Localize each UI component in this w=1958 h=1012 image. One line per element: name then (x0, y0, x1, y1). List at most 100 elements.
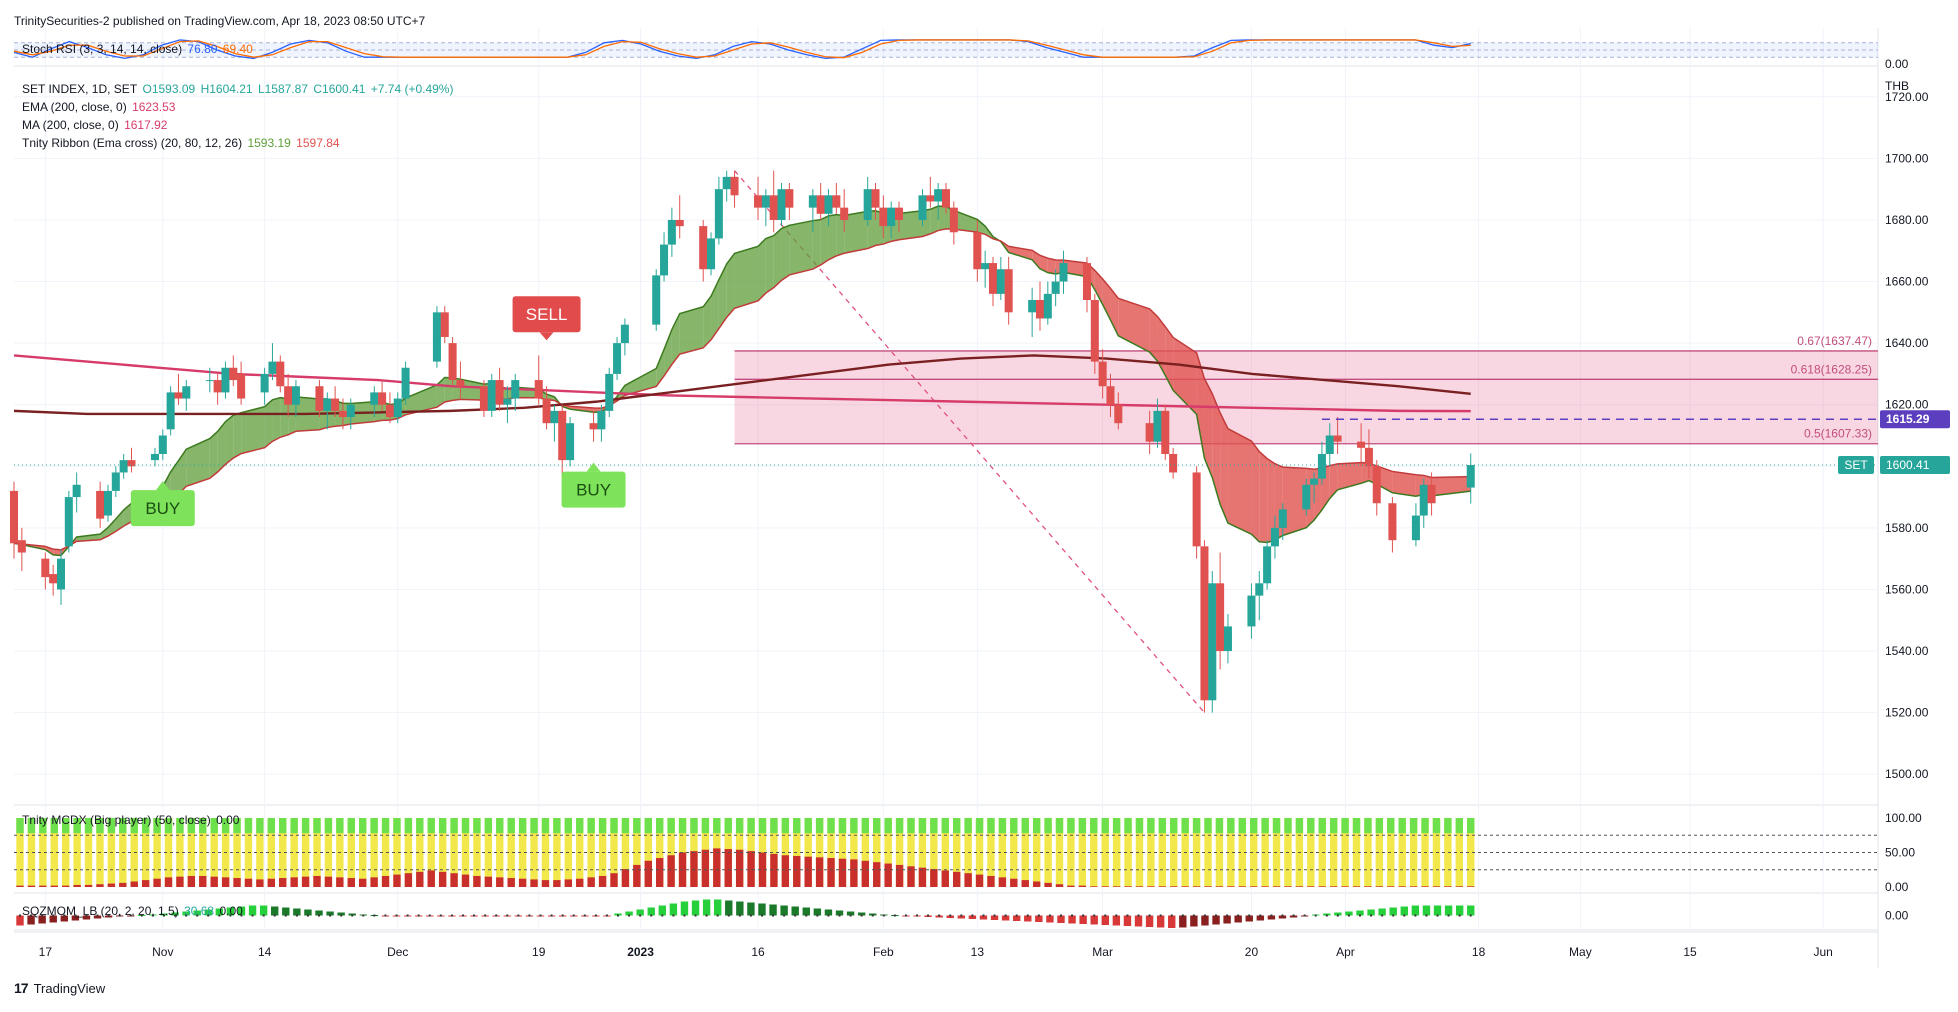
mcdx-bar-yellow (381, 818, 390, 887)
overlay-labels: 0.67(1637.47) 0.618(1628.25) 0.5(1607.33) 1… (130, 296, 1950, 527)
sqz-bar (1145, 915, 1154, 927)
sqz-dot (1392, 914, 1395, 917)
sqz-dot (1237, 914, 1240, 917)
mcdx-bar-red (655, 858, 664, 887)
price-axis-label: 1620.00 (1885, 398, 1929, 412)
mcdx-bar-green (347, 818, 355, 834)
price-axis-label: 1520.00 (1885, 706, 1929, 720)
candle-body (1145, 423, 1154, 442)
sqz-bar (326, 911, 334, 916)
candle-body (1223, 626, 1232, 652)
sqz-dot (484, 914, 487, 917)
candle-body (1169, 453, 1178, 473)
sqz-dot (1203, 914, 1206, 917)
sqz-dot (971, 914, 974, 917)
ribbon-segment (53, 549, 61, 556)
mcdx-bar-yellow (895, 818, 904, 887)
mcdx-bar-red (781, 855, 790, 887)
mcdx-bar-red (267, 878, 276, 887)
sqz-bar (1267, 915, 1276, 920)
mcdx-bar-red (1181, 886, 1189, 887)
candle-body (479, 386, 488, 411)
ribbon-segment (1267, 458, 1275, 543)
mcdx-bar-red (427, 870, 435, 887)
sqz-dot (107, 914, 110, 917)
ribbon-segment (1329, 463, 1338, 499)
mcdx-bar-green (758, 818, 767, 834)
mcdx-bar-green (941, 818, 949, 834)
stoch-rsi-pane (13, 39, 1878, 60)
sqz-dot (41, 914, 44, 917)
sqz-bar (780, 905, 788, 916)
mcdx-bar-green (655, 818, 664, 834)
mcdx-bar-green (221, 818, 230, 834)
ribbon-segment (711, 279, 719, 340)
sqz-dot (860, 914, 863, 917)
mcdx-bar-yellow (61, 818, 70, 887)
mcdx-bar-yellow (781, 818, 790, 887)
mcdx-bar-red (1318, 886, 1326, 887)
sqz-dot (1325, 914, 1328, 917)
mcdx-bar-green (998, 818, 1007, 834)
sqz-dot (1181, 914, 1184, 917)
mcdx-bar-red (244, 878, 253, 887)
mcdx-bar-red (1055, 884, 1064, 887)
ema-legend-value: 1623.53 (132, 100, 176, 114)
mcdx-bar-red (907, 866, 915, 887)
candle-body (96, 490, 105, 519)
sqz-dot (550, 914, 553, 917)
time-axis-label: 2023 (627, 945, 654, 959)
mcdx-bar-yellow (1444, 818, 1452, 887)
mcdx-bar-yellow (1010, 818, 1018, 887)
mcdx-bar-green (975, 818, 984, 834)
candle-body (1059, 263, 1068, 282)
sqz-bar (1190, 915, 1198, 927)
candle-body (1153, 410, 1162, 442)
candle-body (754, 195, 763, 208)
mcdx-bar-green (119, 818, 127, 834)
price-tag-last-text: 1600.41 (1886, 458, 1930, 472)
sqz-bar (1123, 915, 1132, 926)
mcdx-bar-green (598, 818, 607, 834)
sqz-bar (1433, 905, 1442, 916)
sqz-bar (49, 915, 57, 923)
mcdx-bar-red (667, 855, 675, 887)
mcdx-bar-red (358, 878, 367, 887)
mcdx-bar-red (713, 848, 721, 887)
sqz-bar (16, 915, 24, 926)
mcdx-bar-red (496, 877, 504, 887)
mcdx-bar-green (553, 818, 561, 834)
price-pane (9, 170, 1878, 714)
mcdx-bar-red (279, 878, 287, 887)
mcdx-bar-red (1467, 886, 1475, 887)
candle-body (840, 207, 849, 220)
mcdx-bar-yellow (1215, 818, 1224, 887)
candle-body (1090, 300, 1099, 362)
mcdx-bar-green (1398, 818, 1406, 834)
mcdx-bar-green (358, 818, 367, 834)
mcdx-bar-green (930, 818, 938, 834)
tradingview-footer[interactable]: 17 TradingView (14, 980, 105, 996)
sqz-dot (52, 914, 55, 917)
mcdx-bar-red (1272, 886, 1281, 887)
sqz-dot (450, 914, 453, 917)
ma-200-line (13, 354, 1471, 416)
sqz-bar (1378, 908, 1386, 916)
mcdx-bar-green (1341, 818, 1349, 834)
mcdx-bar-red (952, 871, 961, 887)
mcdx-bar-red (1215, 886, 1224, 887)
mcdx-bar-yellow (633, 818, 641, 887)
mcdx-bar-green (1010, 818, 1018, 834)
candle-body (769, 195, 778, 220)
mcdx-bar-red (1204, 886, 1212, 887)
ribbon-segment (930, 206, 939, 234)
time-axis-label: May (1569, 945, 1592, 959)
candle-body (448, 343, 457, 381)
mcdx-bar-yellow (141, 818, 150, 887)
sqz-dot (1059, 914, 1062, 917)
mcdx-bar-red (1044, 882, 1052, 887)
candle-body (761, 195, 770, 208)
mcdx-bar-green (61, 818, 70, 834)
candle-body (730, 176, 739, 196)
